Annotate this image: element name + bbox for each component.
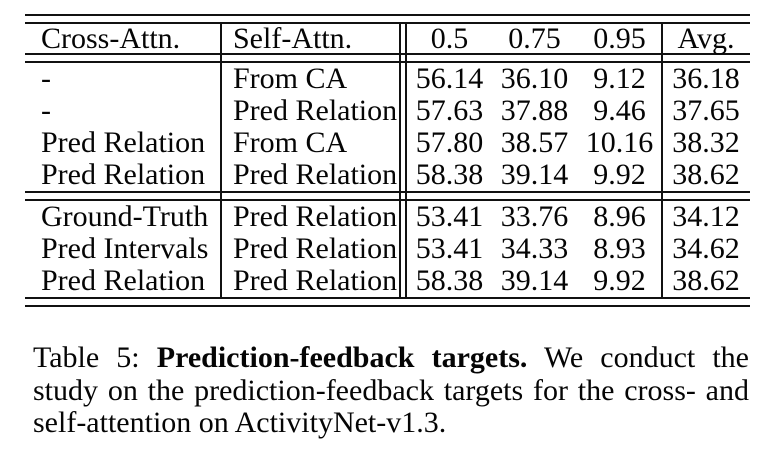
cell-tiou-0.95: 8.93	[593, 232, 646, 265]
cell-self-attn: From CA	[233, 126, 348, 159]
table-row: Pred Relation Pred Relation 58.38 39.14 …	[25, 158, 750, 191]
cell-tiou-0.75: 39.14	[500, 264, 569, 297]
results-table: Cross-Attn. Self-Attn. 0.5 0.75 0.95 Avg…	[25, 14, 750, 307]
cell-tiou-0.5: 56.14	[415, 62, 484, 95]
table-rule-mid	[25, 191, 750, 201]
cell-tiou-0.5: 53.41	[415, 232, 484, 265]
cell-avg: 36.18	[672, 62, 740, 95]
header-self-attn: Self-Attn.	[233, 21, 353, 55]
cell-tiou-0.5: 58.38	[415, 264, 484, 297]
cell-cross-attn: Pred Relation	[41, 126, 206, 159]
cell-tiou-0.75: 37.88	[500, 94, 569, 127]
table-rule-below-header	[25, 53, 750, 63]
cell-self-attn: Pred Relation	[233, 264, 398, 297]
header-tiou-0.75: 0.75	[508, 21, 561, 55]
cell-tiou-0.95: 9.12	[593, 62, 646, 95]
cell-cross-attn: Pred Relation	[41, 158, 206, 191]
cell-cross-attn: Pred Intervals	[41, 232, 209, 265]
table-row: - Pred Relation 57.63 37.88 9.46 37.65	[25, 94, 750, 127]
header-tiou-0.95: 0.95	[593, 21, 646, 55]
cell-self-attn: Pred Relation	[233, 200, 398, 233]
cell-tiou-0.75: 39.14	[500, 158, 569, 191]
cell-cross-attn: -	[41, 62, 51, 95]
cell-tiou-0.5: 53.41	[415, 200, 484, 233]
table-header-row: Cross-Attn. Self-Attn. 0.5 0.75 0.95 Avg…	[25, 21, 750, 55]
cell-self-attn: Pred Relation	[233, 94, 398, 127]
cell-self-attn: Pred Relation	[233, 158, 398, 191]
table-row: Pred Relation Pred Relation 58.38 39.14 …	[25, 264, 750, 297]
cell-tiou-0.75: 34.33	[500, 232, 569, 265]
table-row: Ground-Truth Pred Relation 53.41 33.76 8…	[25, 200, 750, 233]
table-row: Pred Relation From CA 57.80 38.57 10.16 …	[25, 126, 750, 159]
cell-cross-attn: Ground-Truth	[41, 200, 209, 233]
cell-tiou-0.75: 33.76	[500, 200, 569, 233]
caption-body: We conduct the study on the prediction-f…	[33, 341, 750, 439]
cell-tiou-0.95: 10.16	[585, 126, 654, 159]
cell-avg: 34.62	[672, 232, 740, 265]
cell-cross-attn: -	[41, 94, 51, 127]
caption-title: Prediction-feedback targets.	[156, 341, 528, 374]
cell-tiou-0.75: 38.57	[500, 126, 569, 159]
table-vrule-cross-self	[220, 22, 222, 299]
cell-avg: 38.32	[672, 126, 740, 159]
table-row: Pred Intervals Pred Relation 53.41 34.33…	[25, 232, 750, 265]
header-cross-attn: Cross-Attn.	[41, 21, 181, 55]
cell-avg: 37.65	[672, 94, 740, 127]
cell-tiou-0.95: 8.96	[593, 200, 646, 233]
cell-tiou-0.5: 57.63	[415, 94, 484, 127]
cell-tiou-0.5: 58.38	[415, 158, 484, 191]
table-rule-top	[25, 14, 750, 24]
cell-avg: 38.62	[672, 158, 740, 191]
cell-avg: 34.12	[672, 200, 740, 233]
cell-cross-attn: Pred Relation	[41, 264, 206, 297]
cell-tiou-0.95: 9.92	[593, 264, 646, 297]
cell-tiou-0.75: 36.10	[500, 62, 569, 95]
cell-tiou-0.95: 9.92	[593, 158, 646, 191]
table-caption: Table 5: Prediction-feedback targets. We…	[33, 341, 750, 440]
table-row: - From CA 56.14 36.10 9.12 36.18	[25, 62, 750, 95]
cell-self-attn: Pred Relation	[233, 232, 398, 265]
caption-label: Table 5:	[33, 341, 140, 374]
cell-tiou-0.95: 9.46	[593, 94, 646, 127]
cell-self-attn: From CA	[233, 62, 348, 95]
header-avg: Avg.	[677, 21, 735, 55]
table-vrule-double	[399, 22, 407, 299]
cell-tiou-0.5: 57.80	[415, 126, 484, 159]
cell-avg: 38.62	[672, 264, 740, 297]
table-vrule-avg	[661, 22, 663, 299]
header-tiou-0.5: 0.5	[430, 21, 469, 55]
table-rule-bottom	[25, 297, 750, 307]
